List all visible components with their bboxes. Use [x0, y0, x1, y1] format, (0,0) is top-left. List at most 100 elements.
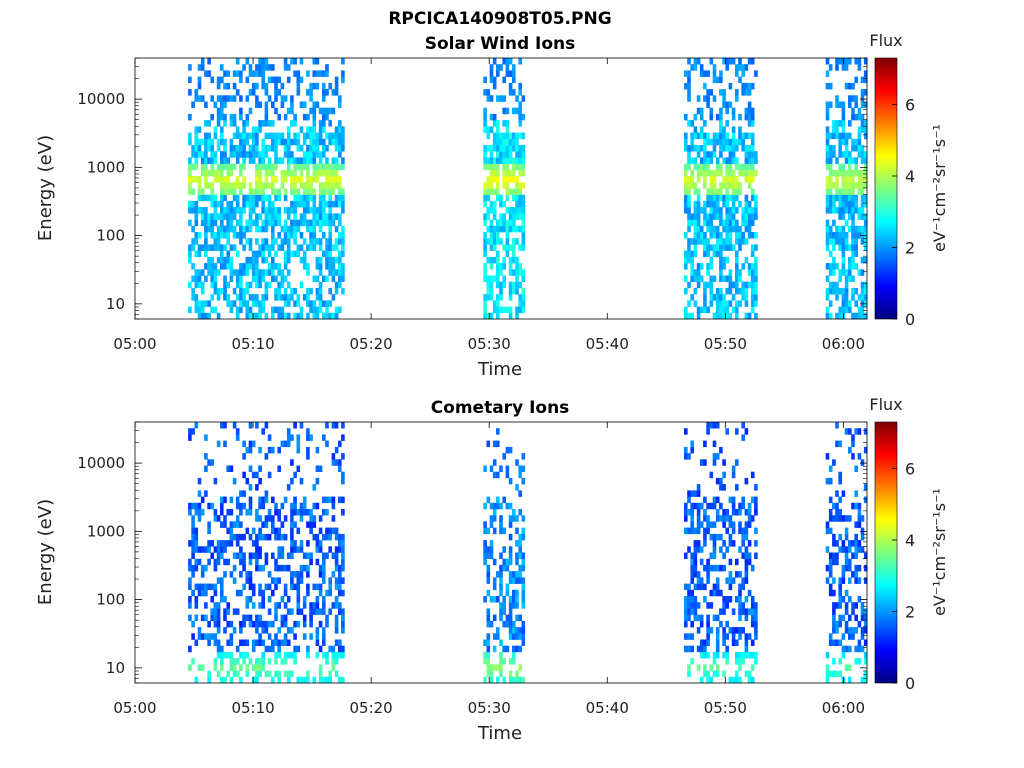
- heatmap-cell: [248, 182, 253, 189]
- heatmap-cell: [341, 651, 345, 659]
- heatmap-cell: [267, 571, 272, 578]
- heatmap-cell: [687, 145, 691, 152]
- heatmap-cell: [261, 256, 265, 264]
- heatmap-cell: [264, 132, 269, 140]
- heatmap-cell: [232, 151, 237, 158]
- heatmap-cell: [684, 194, 688, 202]
- heatmap-cell: [299, 76, 304, 84]
- heatmap-cell: [489, 546, 494, 553]
- heatmap-cell: [322, 182, 326, 189]
- heatmap-cell: [499, 269, 503, 276]
- heatmap-cell: [706, 571, 710, 578]
- heatmap-cell: [832, 244, 836, 251]
- heatmap-cell: [322, 82, 326, 90]
- heatmap-cell: [838, 238, 842, 245]
- heatmap-cell: [489, 465, 494, 472]
- heatmap-cell: [731, 225, 736, 233]
- heatmap-cell: [283, 151, 288, 158]
- heatmap-cell: [731, 527, 736, 535]
- heatmap-cell: [312, 176, 317, 183]
- heatmap-cell: [832, 658, 836, 665]
- heatmap-cell: [738, 527, 742, 535]
- heatmap-cell: [738, 138, 742, 146]
- heatmap-cell: [271, 639, 275, 646]
- heatmap-cell: [207, 157, 211, 164]
- heatmap-cell: [223, 176, 227, 183]
- heatmap-cell: [267, 645, 272, 653]
- heatmap-cell: [223, 244, 227, 251]
- heatmap-cell: [204, 176, 208, 183]
- heatmap-cell: [863, 256, 868, 264]
- heatmap-cell: [508, 132, 513, 140]
- heatmap-cell: [515, 207, 519, 214]
- heatmap-cell: [492, 213, 497, 220]
- heatmap-cell: [283, 651, 288, 659]
- heatmap-cell: [744, 200, 749, 208]
- heatmap-cell: [341, 546, 345, 553]
- heatmap-cell: [505, 645, 510, 653]
- heatmap-cell: [331, 515, 336, 522]
- heatmap-cell: [754, 244, 758, 251]
- heatmap-cell: [239, 300, 243, 307]
- x-tick-label: 05:50: [704, 699, 747, 717]
- heatmap-cell: [499, 287, 503, 295]
- heatmap-cell: [216, 627, 221, 634]
- heatmap-cell: [712, 440, 717, 448]
- heatmap-cell: [290, 157, 294, 164]
- heatmap-cell: [696, 546, 701, 553]
- heatmap-cell: [738, 200, 742, 208]
- heatmap-cell: [492, 82, 497, 90]
- heatmap-cell: [728, 145, 733, 152]
- heatmap-cell: [235, 200, 240, 208]
- heatmap-cell: [306, 294, 310, 301]
- heatmap-cell: [521, 213, 526, 220]
- heatmap-cell: [483, 145, 487, 152]
- heatmap-cell: [325, 589, 329, 597]
- heatmap-cell: [216, 608, 221, 615]
- heatmap-cell: [242, 200, 246, 208]
- heatmap-cell: [328, 225, 332, 233]
- heatmap-cell: [728, 207, 733, 214]
- heatmap-cell: [505, 132, 510, 140]
- heatmap-cell: [521, 596, 526, 603]
- heatmap-cell: [306, 564, 310, 572]
- heatmap-cell: [280, 294, 285, 301]
- heatmap-cell: [200, 194, 205, 202]
- heatmap-cell: [835, 188, 839, 195]
- heatmap-cell: [715, 306, 720, 314]
- heatmap-cell: [328, 163, 332, 171]
- heatmap-cell: [835, 169, 839, 177]
- heatmap-cell: [258, 670, 262, 678]
- heatmap-cell: [825, 232, 830, 239]
- heatmap-cell: [496, 312, 500, 320]
- heatmap-cell: [712, 95, 717, 102]
- heatmap-cell: [299, 244, 304, 251]
- heatmap-cell: [687, 596, 691, 603]
- heatmap-cell: [197, 145, 202, 152]
- heatmap-cell: [838, 440, 842, 448]
- heatmap-cell: [267, 132, 272, 140]
- heatmap-cell: [322, 200, 326, 208]
- heatmap-cell: [261, 120, 265, 127]
- heatmap-cell: [851, 113, 855, 121]
- heatmap-cell: [735, 670, 739, 678]
- heatmap-cell: [693, 275, 698, 282]
- heatmap-cell: [264, 169, 269, 177]
- heatmap-cell: [844, 182, 849, 189]
- heatmap-cell: [825, 312, 830, 320]
- heatmap-cell: [521, 620, 526, 628]
- heatmap-cell: [857, 306, 862, 314]
- heatmap-cell: [229, 527, 234, 535]
- heatmap-cell: [274, 207, 278, 214]
- heatmap-cell: [322, 120, 326, 127]
- heatmap-cell: [518, 145, 522, 152]
- heatmap-cell: [496, 151, 500, 158]
- heatmap-cell: [226, 200, 230, 208]
- heatmap-cell: [306, 244, 310, 251]
- heatmap-cell: [728, 577, 733, 584]
- heatmap-cell: [693, 238, 698, 245]
- heatmap-cell: [302, 496, 307, 504]
- heatmap-cell: [715, 188, 720, 195]
- heatmap-cell: [302, 182, 307, 189]
- heatmap-cell: [848, 515, 852, 522]
